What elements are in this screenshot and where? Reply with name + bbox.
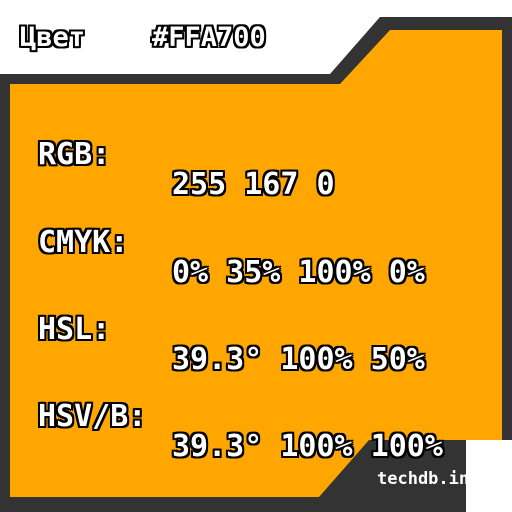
row-rgb-value: 255 167 0 xyxy=(172,167,335,202)
row-rgb: RGB: 255 167 0 xyxy=(38,110,335,230)
row-hsv: HSV/B: 39.3° 100% 100% xyxy=(38,372,443,492)
row-hsl-value: 39.3° 100% 50% xyxy=(172,342,425,377)
row-rgb-label: RGB: xyxy=(38,137,111,172)
row-cmyk: CMYK: 0% 35% 100% 0% xyxy=(38,198,425,318)
row-hsv-value: 39.3° 100% 100% xyxy=(172,429,443,464)
row-hsl-label: HSL: xyxy=(38,312,111,347)
color-swatch xyxy=(10,30,502,497)
row-hsv-label: HSV/B: xyxy=(38,399,147,434)
header-hex-code: #FFA700 xyxy=(152,22,266,53)
row-cmyk-value: 0% 35% 100% 0% xyxy=(172,255,425,290)
row-hsl: HSL: 39.3° 100% 50% xyxy=(38,285,425,405)
header-label: Цвет xyxy=(20,22,86,53)
row-cmyk-label: CMYK: xyxy=(38,225,129,260)
footer-site-link[interactable]: techdb.info xyxy=(377,469,490,489)
